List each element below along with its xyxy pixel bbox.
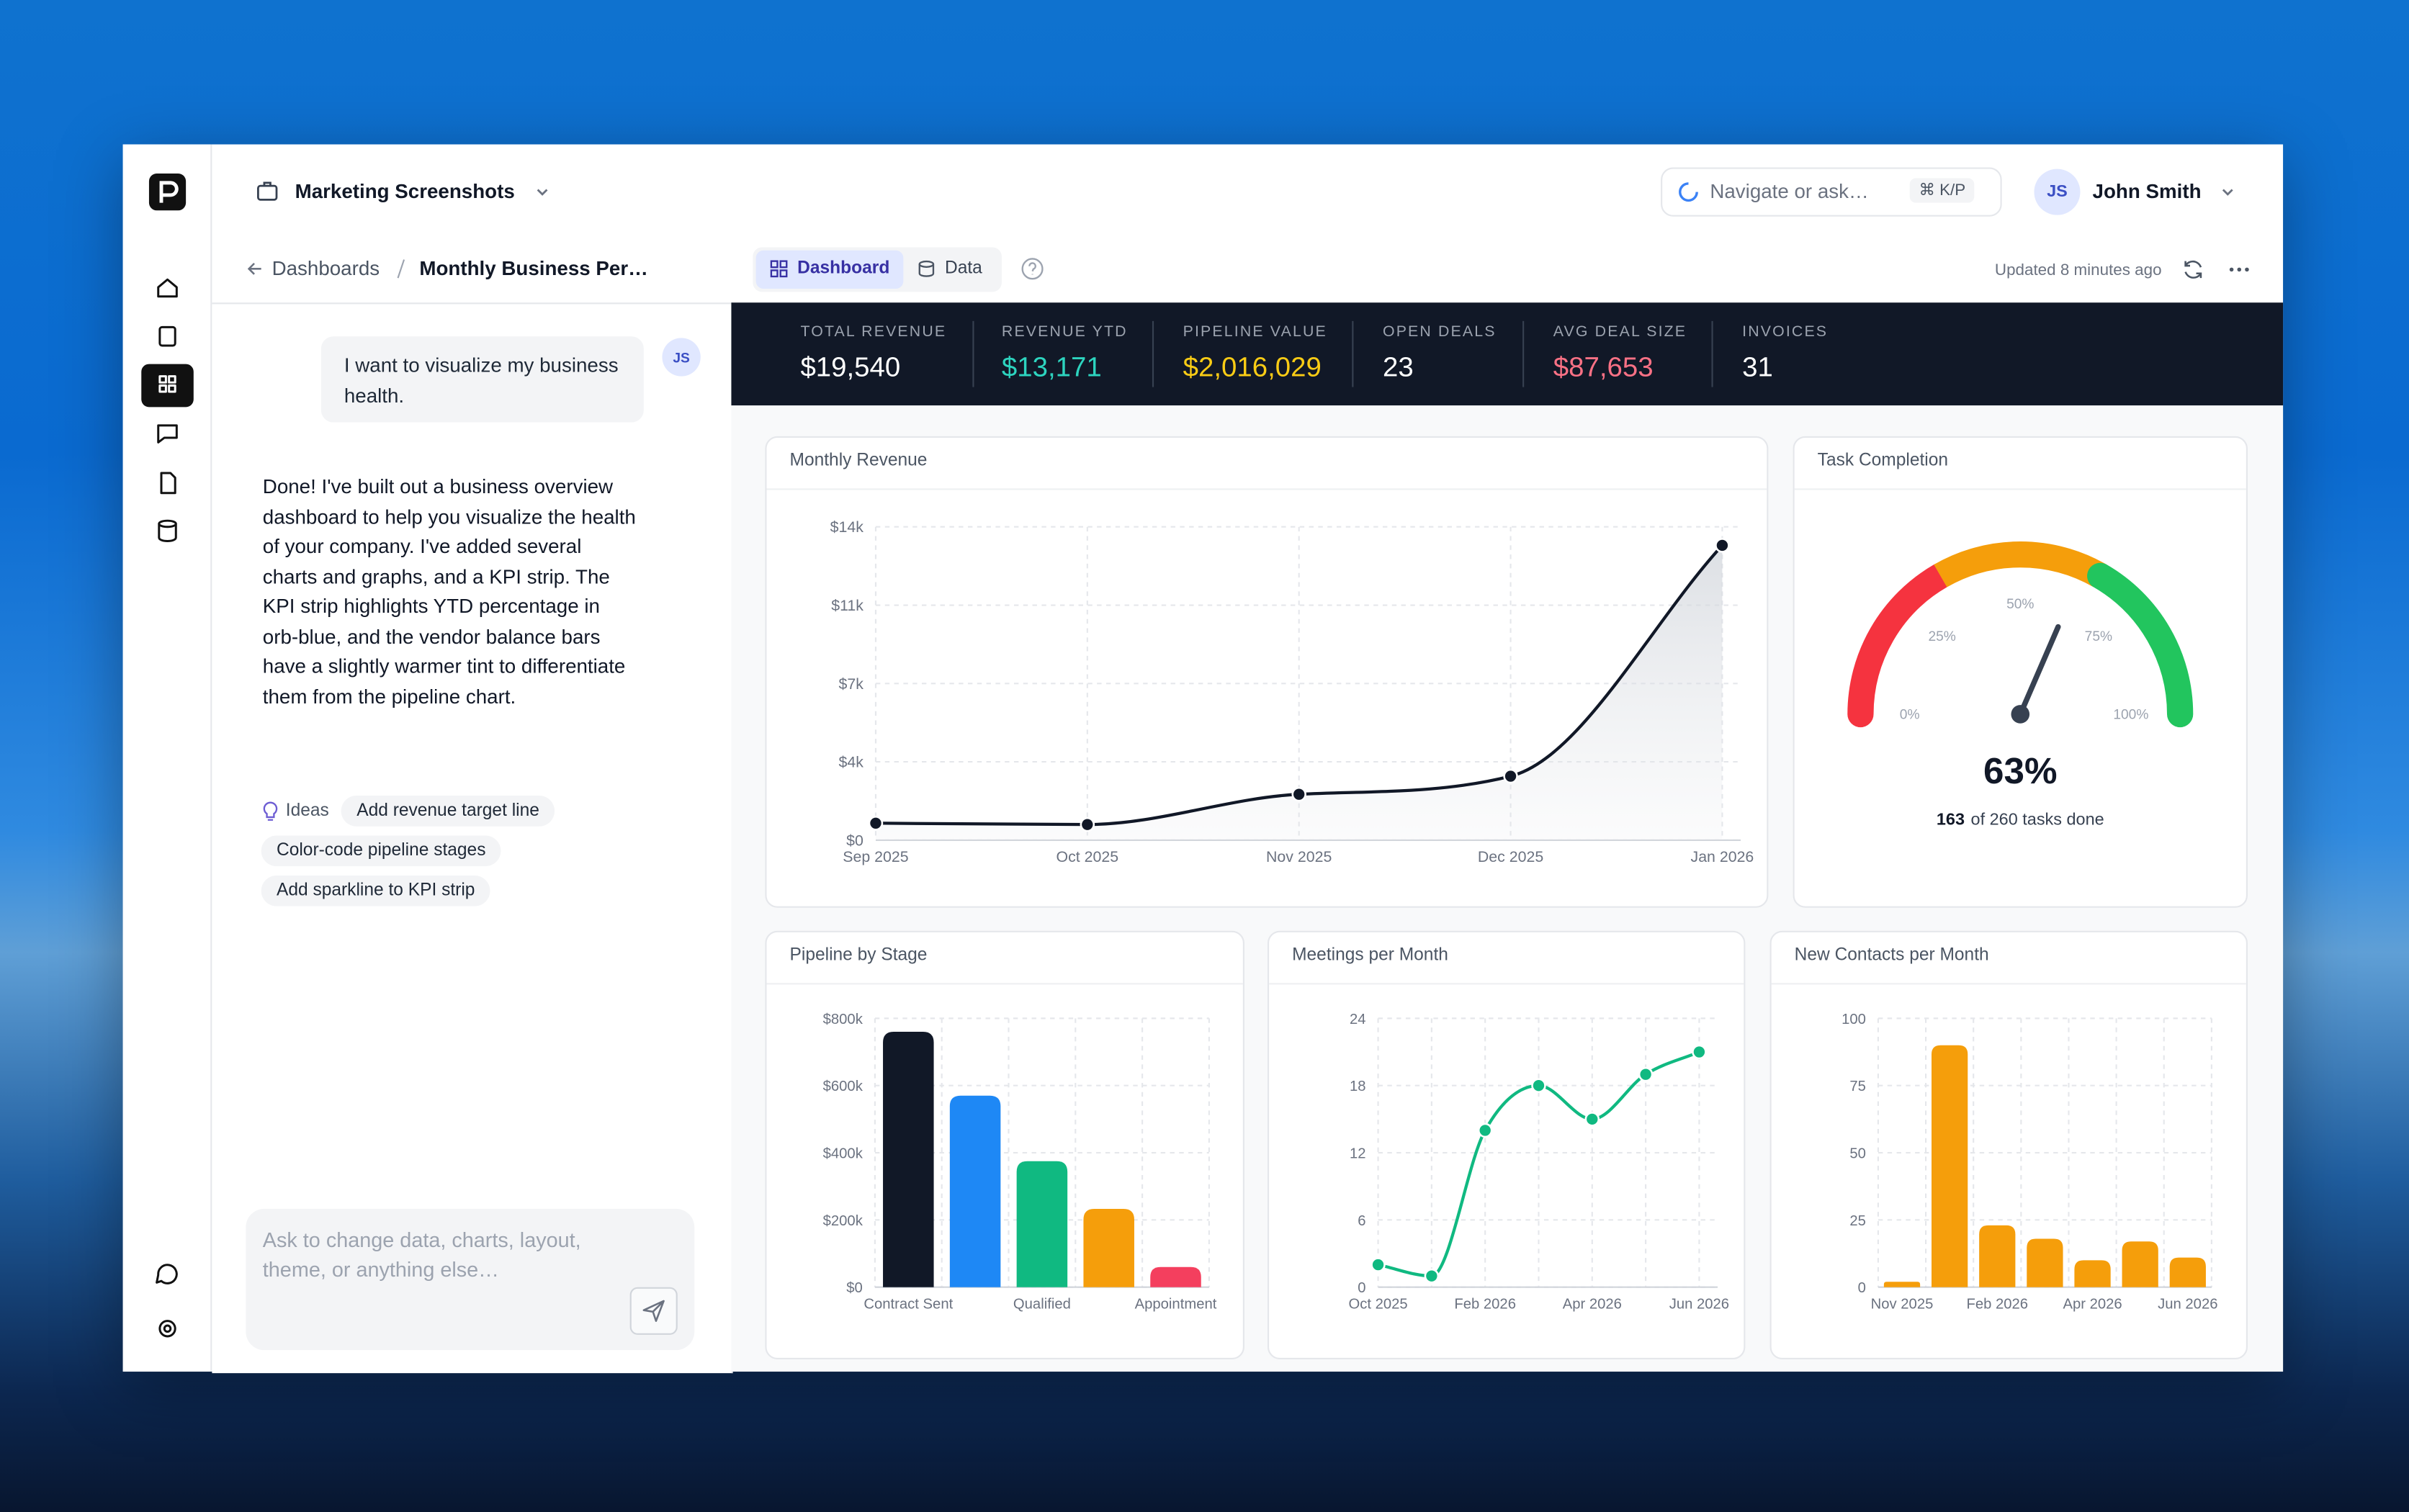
sidebar	[122, 144, 212, 1372]
doc-icon[interactable]	[160, 472, 176, 495]
kpi-strip: TOTAL REVENUE $19,540 REVENUE YTD $13,171 PI…	[731, 302, 2284, 406]
send-button[interactable]	[629, 1287, 678, 1335]
kpi-divider	[1522, 320, 1525, 387]
idea-chip[interactable]: Add revenue target line	[341, 796, 555, 827]
chart-card: Pipeline by Stage	[765, 930, 1244, 1359]
kpi-label: OPEN DEALS	[1382, 324, 1497, 341]
workspace-icon	[257, 181, 278, 201]
divider	[1794, 488, 2246, 490]
kpi-label: INVOICES	[1742, 324, 1829, 341]
breadcrumb-parent[interactable]: Dashboards	[272, 256, 380, 280]
chart-card: New Contacts per Month	[1769, 930, 2248, 1359]
chat-icon[interactable]	[157, 424, 178, 444]
user-avatar: JS	[662, 338, 701, 377]
breadcrumb-separator	[397, 259, 405, 279]
user-message: I want to visualize my business health.	[320, 336, 644, 423]
kpi-label: REVENUE YTD	[1001, 324, 1128, 341]
help-chat-icon[interactable]	[156, 1264, 178, 1284]
kpi-divider	[1352, 320, 1354, 387]
tab-icon	[918, 260, 935, 277]
search-placeholder[interactable]: Navigate or ask…	[1710, 179, 1869, 203]
input-placeholder[interactable]: Ask to change data, charts, layout, them…	[262, 1228, 581, 1282]
kpi-value: $13,171	[1001, 351, 1102, 383]
breadcrumb-current: Monthly Business Per…	[419, 256, 648, 280]
card-title: Pipeline by Stage	[789, 946, 928, 965]
ideas-label: Ideas	[285, 801, 329, 821]
idea-chip[interactable]: Color-code pipeline stages	[261, 835, 501, 867]
card-title: Meetings per Month	[1292, 946, 1448, 965]
spinner	[1679, 182, 1698, 202]
send-icon	[642, 1300, 665, 1322]
db-icon[interactable]	[158, 519, 177, 528]
kpi-value: 23	[1382, 351, 1414, 383]
kpi-divider	[1152, 320, 1154, 387]
card-title: Task Completion	[1817, 451, 1949, 470]
divider	[766, 983, 1243, 985]
kpi-label: AVG DEAL SIZE	[1553, 324, 1687, 341]
settings-icon[interactable]	[158, 1320, 176, 1338]
home-icon[interactable]	[157, 278, 178, 298]
kpi-value: $87,653	[1553, 351, 1654, 383]
chart-card: Task Completion	[1793, 436, 2248, 908]
logo[interactable]	[148, 174, 187, 211]
tab[interactable]: Dashboard	[797, 259, 890, 279]
assistant-message: Done! I've built out a business overview…	[262, 474, 636, 708]
divider	[766, 488, 1767, 490]
card-title: Monthly Revenue	[789, 451, 928, 470]
sidebar-icons	[141, 174, 194, 1338]
more-icon[interactable]	[2228, 258, 2251, 281]
tab[interactable]: Data	[944, 259, 982, 279]
updated-text: Updated 8 minutes ago	[1994, 261, 2162, 280]
kpi-label: TOTAL REVENUE	[800, 324, 947, 341]
chart-card: Monthly Revenue	[765, 436, 1769, 908]
search-box[interactable]	[1661, 167, 2002, 217]
bulb-icon	[263, 801, 278, 821]
tab-icon	[770, 260, 788, 278]
logo-mark	[159, 181, 179, 203]
idea-chip[interactable]: Add sparkline to KPI strip	[261, 875, 490, 906]
help-icon[interactable]	[1020, 256, 1045, 281]
kpi-value: $2,016,029	[1183, 351, 1322, 383]
chart-card: Meetings per Month	[1267, 930, 1746, 1359]
active-nav[interactable]	[141, 364, 194, 408]
kpi-label: PIPELINE VALUE	[1183, 324, 1327, 341]
back-arrow[interactable]	[246, 260, 264, 279]
card-title: New Contacts per Month	[1794, 946, 1989, 965]
workspace-name[interactable]: Marketing Screenshots	[295, 179, 515, 203]
chevron[interactable]	[533, 183, 552, 202]
chevron[interactable]	[2218, 183, 2237, 202]
tasks-icon[interactable]	[158, 325, 176, 347]
divider	[1269, 983, 1744, 985]
divider	[1771, 983, 2246, 985]
refresh-icon[interactable]	[2181, 258, 2204, 281]
shortcut-badge: ⌘ K/P	[1909, 178, 1975, 203]
chat-input[interactable]	[246, 1208, 695, 1351]
kpi-divider	[1711, 320, 1713, 387]
ideas: Ideas Add revenue target line Color-code…	[261, 796, 630, 906]
kpi-value: $19,540	[800, 351, 901, 383]
user-name[interactable]: John Smith	[2092, 179, 2202, 203]
kpi-divider	[972, 320, 974, 387]
user-avatar[interactable]: JS	[2034, 168, 2081, 215]
kpi-value: 31	[1742, 351, 1773, 383]
